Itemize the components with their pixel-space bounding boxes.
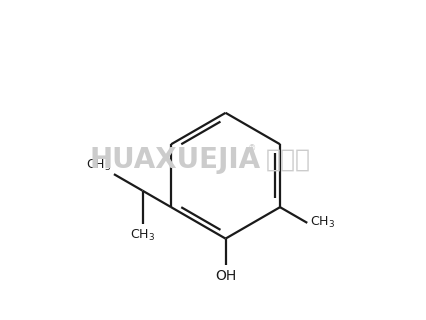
Text: OH: OH — [215, 269, 236, 283]
Text: 化学加: 化学加 — [266, 148, 311, 172]
Text: ®: ® — [248, 145, 256, 154]
Text: CH$_3$: CH$_3$ — [310, 215, 335, 230]
Text: HUAXUEJIA: HUAXUEJIA — [90, 146, 261, 174]
Text: CH$_3$: CH$_3$ — [86, 157, 112, 172]
Text: CH$_3$: CH$_3$ — [130, 228, 155, 243]
